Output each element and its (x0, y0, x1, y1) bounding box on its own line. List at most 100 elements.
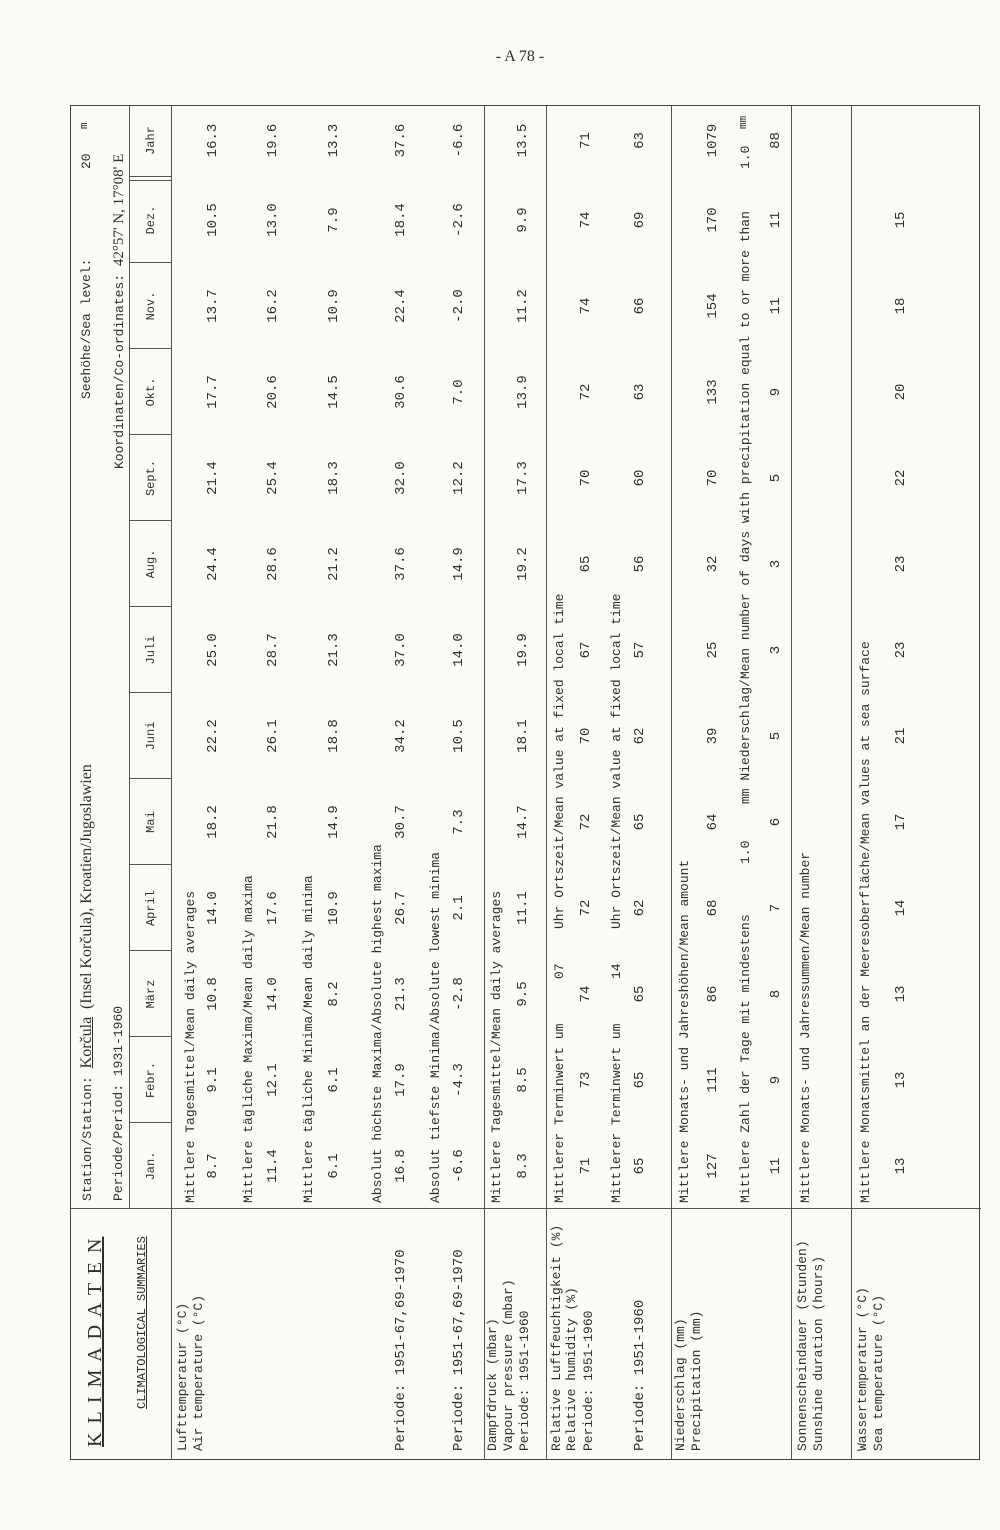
table-cell: 70 (705, 469, 721, 487)
table-cell: 25 (705, 641, 721, 659)
table-cell: 22.2 (205, 719, 221, 753)
table-cell: 127 (705, 1153, 721, 1179)
table-cell: 28.6 (265, 547, 281, 581)
row-subheader: Mittlerer Terminwert um (552, 1023, 567, 1203)
table-cell: 14.0 (451, 633, 467, 667)
table-cell: 18.2 (205, 805, 221, 839)
table-cell: 14 (893, 899, 909, 917)
table-cell: 68 (705, 899, 721, 917)
table-cell: 25.0 (205, 633, 221, 667)
table-cell: 18.8 (326, 719, 342, 753)
table-cell: 72 (578, 383, 594, 401)
table-cell: 11.2 (515, 289, 531, 323)
table-cell: 25.4 (265, 461, 281, 495)
table-cell: 32 (705, 555, 721, 573)
sea-level-value: 20 (79, 153, 94, 169)
table-cell: 69 (632, 211, 648, 229)
table-cell: 71 (578, 132, 594, 149)
table-cell: 62 (632, 899, 648, 917)
table-cell: 14.0 (205, 891, 221, 925)
table-cell: -2.8 (451, 977, 467, 1011)
section-label: Sunshine duration (hours) (811, 1255, 826, 1451)
table-cell: 28.7 (265, 633, 281, 667)
table-cell: 86 (705, 985, 721, 1003)
row-subheader: Mittlere Monatsmittel an der Meeresoberf… (858, 641, 873, 1203)
row-subheader: Mittlere Tagesmittel/Mean daily averages (183, 890, 198, 1203)
table-cell: 5 (768, 731, 784, 741)
table-cell: 16.3 (205, 123, 221, 158)
table-cell: 16.2 (265, 289, 281, 323)
column-header-6: Juli (144, 635, 158, 665)
table-cell: 30.7 (393, 805, 409, 839)
table-cell: 12.2 (451, 461, 467, 495)
table-cell: 13.3 (326, 123, 342, 158)
page-number: - A 78 - (495, 48, 545, 65)
table-cell: 154 (705, 293, 721, 319)
table-cell: 9.9 (515, 207, 531, 233)
table-cell: 30.6 (393, 375, 409, 409)
table-cell: 57 (632, 641, 648, 659)
column-header-1: Febr. (144, 1062, 158, 1099)
table-cell: 65 (632, 1157, 648, 1175)
table-cell: 170 (705, 207, 721, 233)
table-cell: 9.1 (205, 1067, 221, 1093)
table-cell: 3 (768, 645, 784, 655)
table-cell: 63 (632, 383, 648, 401)
section-divider (484, 106, 485, 1459)
period-line: Periode/Period: 1931-1960 (111, 1006, 127, 1201)
table-cell: 19.9 (515, 633, 531, 667)
table-cell: -6.6 (451, 1149, 467, 1183)
table-cell: 17.3 (515, 461, 531, 495)
table-cell: 72 (578, 813, 594, 831)
column-header-8: Sept. (144, 460, 158, 497)
sea-level-label: Seehöhe/Sea level: (79, 258, 94, 399)
table-cell: 3 (768, 559, 784, 569)
table-cell: 74 (578, 211, 594, 229)
column-header-9: Okt. (144, 377, 158, 407)
section-label: Lufttemperatur (°C) (175, 1302, 190, 1451)
table-cell: 26.1 (265, 719, 281, 753)
table-cell: 6.1 (326, 1067, 342, 1093)
column-header-11: Dez. (144, 205, 158, 235)
table-cell: 37.6 (393, 547, 409, 581)
climate-table: K L I M A D A T E N CLIMATOLOGICAL SUMMA… (70, 105, 981, 1460)
row-subheader-rest: Uhr Ortszeit/Mean value at fixed local t… (609, 593, 624, 929)
table-cell: 73 (578, 1071, 594, 1089)
table-cell: 23 (893, 641, 909, 659)
row-subheader-rest: mm Niederschlag/Mean number of days with… (738, 211, 753, 804)
table-cell: 62 (632, 727, 648, 745)
column-header-0: Jan. (144, 1151, 158, 1181)
column-header-4: Mai (144, 811, 158, 833)
row-tail-value: 1.0 (738, 145, 753, 169)
row-subheader: Mittlere Monats- und Jahressummen/Mean n… (798, 851, 813, 1203)
column-header-10: Nov. (144, 291, 158, 321)
section-label: Relative humidity (%) (564, 1287, 579, 1451)
table-cell: 10.8 (205, 977, 221, 1011)
section-label: Relative Luftfeuchtigkeit (%) (549, 1224, 564, 1451)
row-subheader-value: 14 (609, 963, 624, 979)
table-cell: 8.2 (326, 981, 342, 1007)
table-cell: 13.5 (515, 123, 531, 158)
table-cell: -4.3 (451, 1063, 467, 1097)
table-cell: 65 (578, 555, 594, 573)
table-cell: 19.6 (265, 123, 281, 158)
period-label: Periode: 1951-1960 (632, 1299, 648, 1451)
table-cell: 21.3 (393, 977, 409, 1011)
table-cell: 14.5 (326, 375, 342, 409)
row-subheader: Mittlere Tagesmittel/Mean daily averages (489, 890, 504, 1203)
table-cell: 67 (578, 641, 594, 659)
table-cell: 11.1 (515, 891, 531, 925)
section-label: Wassertemperatur (°C) (855, 1287, 870, 1451)
table-cell: 13 (893, 985, 909, 1003)
table-cell: 10.9 (326, 891, 342, 925)
table-cell: 16.8 (393, 1149, 409, 1183)
table-cell: 14.9 (326, 805, 342, 839)
row-subheader-value: 1.0 (738, 840, 753, 864)
table-cell: 18.4 (393, 203, 409, 237)
table-cell: 21.4 (205, 461, 221, 495)
table-cell: 7.3 (451, 809, 467, 835)
section-label: Sonnenscheindauer (Stunden) (795, 1240, 810, 1451)
table-cell: 65 (632, 813, 648, 831)
table-cell: 39 (705, 727, 721, 745)
table-cell: 10.9 (326, 289, 342, 323)
